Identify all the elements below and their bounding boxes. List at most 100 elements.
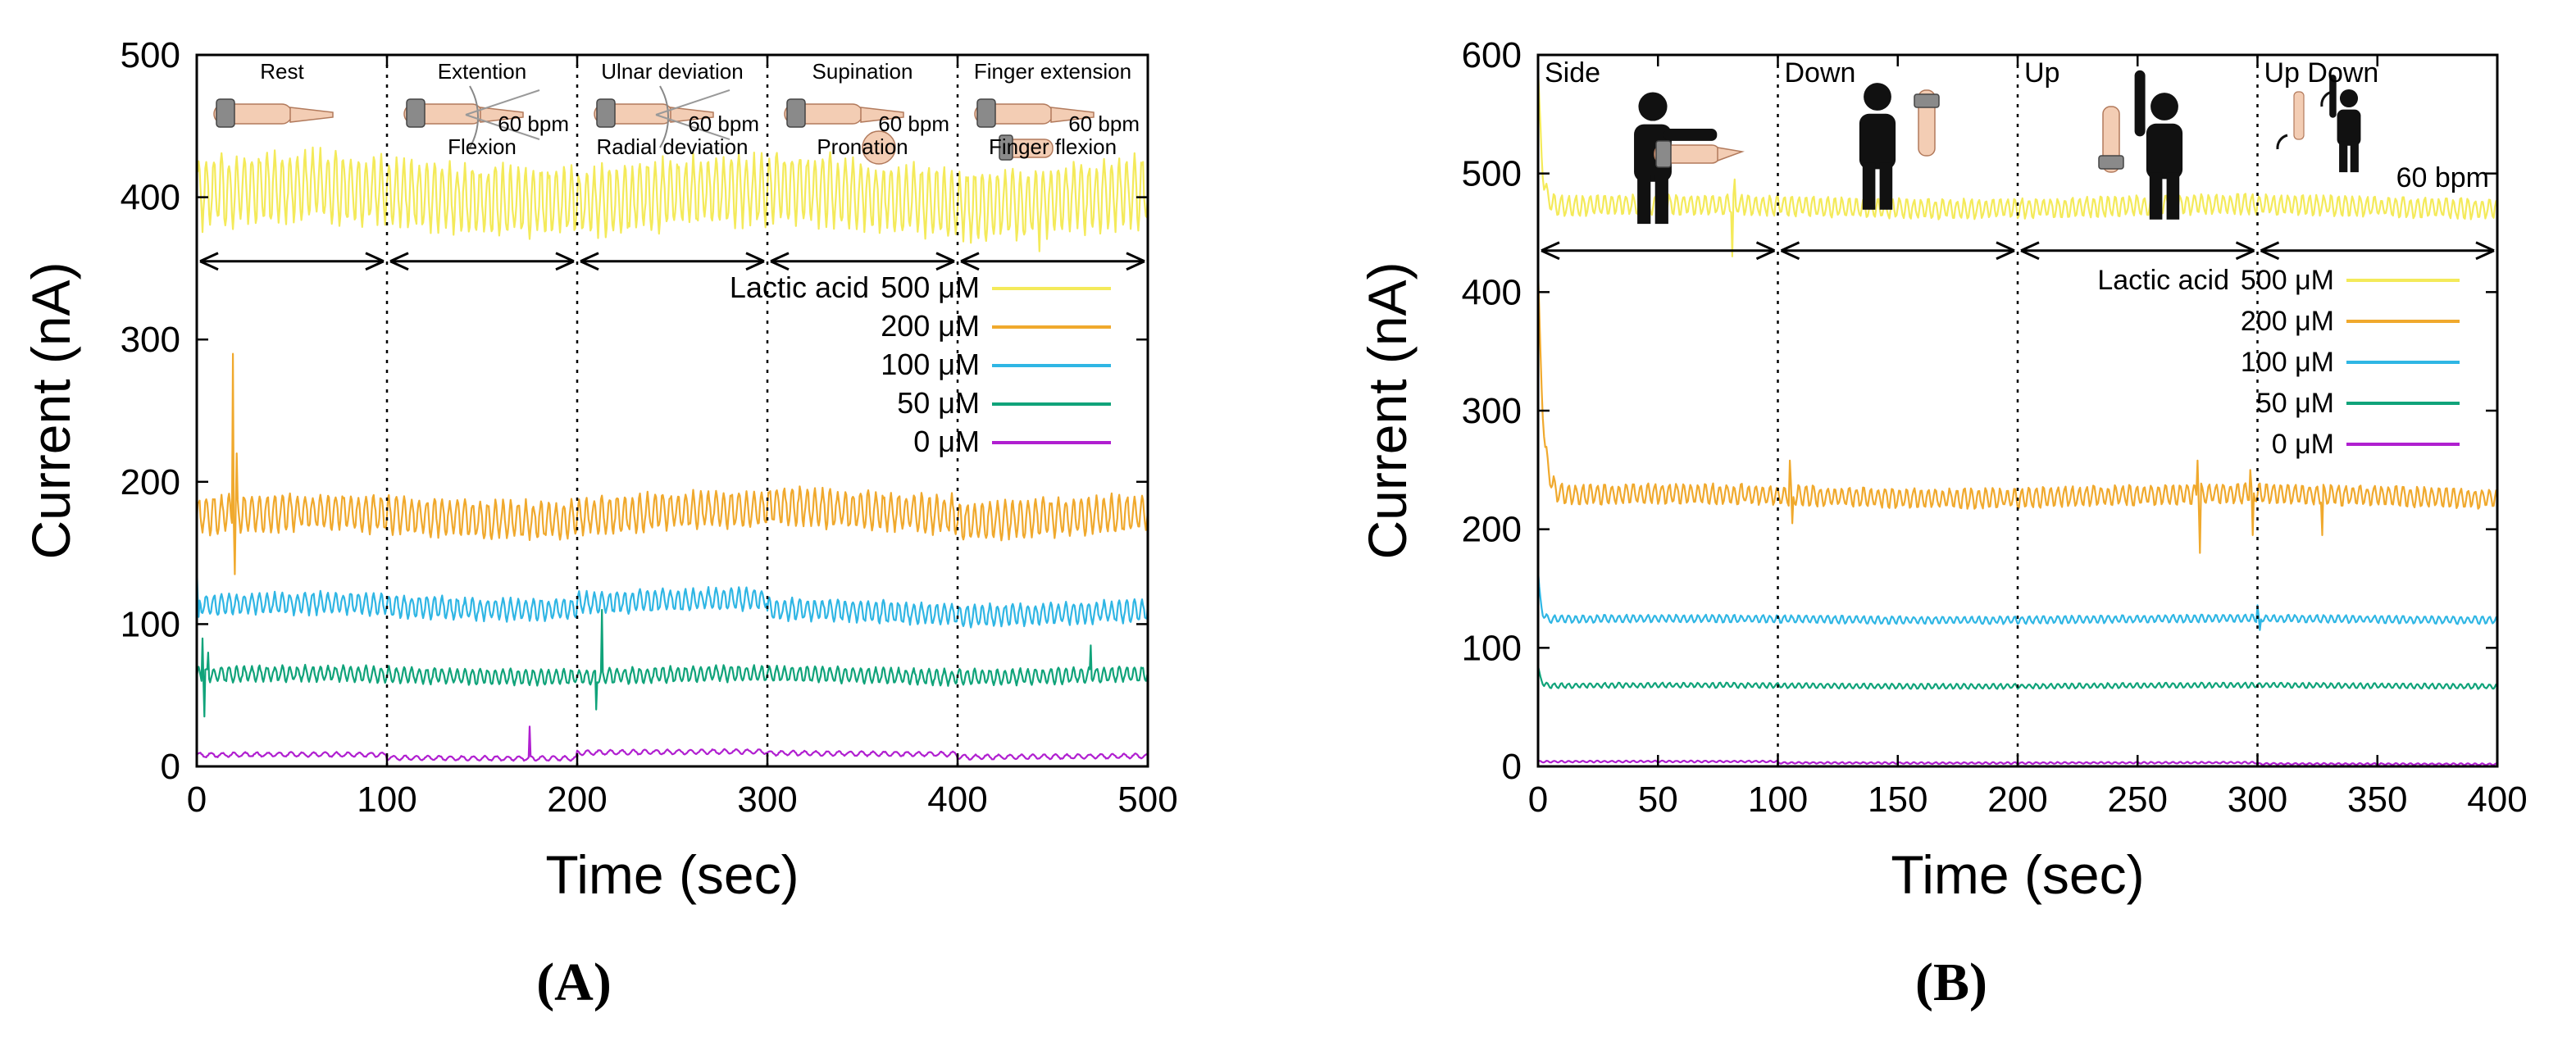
panel-b-x-axis-label: Time (sec) — [1891, 844, 2144, 905]
hand-motion-illustration — [2098, 106, 2124, 173]
phase-bpm-label: 60 bpm — [2396, 162, 2489, 193]
x-tick-label: 150 — [1868, 780, 1927, 820]
y-tick-label: 0 — [161, 747, 180, 787]
y-tick-label: 200 — [1462, 510, 1522, 550]
legend-entry-label: 100 μM — [2241, 347, 2334, 378]
hand-motion-illustration — [403, 85, 540, 148]
panel-a-ticks-layer: 0 100 200 300 400 500 0 100 200 300 400 500 — [121, 35, 1178, 820]
panel-a-arrows-layer — [199, 252, 1145, 271]
y-tick-label: 300 — [121, 320, 180, 360]
hand-motion-illustration — [213, 98, 334, 128]
hand-motion-illustration — [1914, 89, 1940, 157]
x-tick-label: 300 — [737, 780, 797, 820]
x-tick-label: 500 — [1117, 780, 1177, 820]
hand-motion-illustration — [594, 85, 730, 148]
y-tick-label: 0 — [1502, 747, 1522, 787]
y-tick-label: 200 — [121, 462, 180, 502]
phase-label: Rest — [260, 59, 304, 84]
y-tick-label: 600 — [1462, 35, 1522, 75]
panel-b-arrows-layer — [1541, 241, 2495, 261]
x-tick-label: 400 — [2467, 780, 2527, 820]
panel-a-label: (A) — [536, 952, 612, 1012]
legend-entry-label: 500 μM — [881, 270, 980, 304]
phase-span-arrow — [2260, 241, 2495, 261]
x-tick-label: 350 — [2347, 780, 2407, 820]
phase-span-arrow — [960, 252, 1145, 271]
x-tick-label: 200 — [1987, 780, 2047, 820]
panel-a-legend: Lactic acid 500 μM 200 μM 100 μM 50 μM 0 μM — [730, 270, 1111, 458]
phase-label: Side — [1545, 57, 1600, 89]
legend-title: Lactic acid — [730, 270, 869, 304]
phase-bpm-label: 60 bpm — [688, 111, 759, 136]
phase-label: Flexion — [448, 134, 517, 159]
panel-b-legend: Lactic acid 500 μM 200 μM 100 μM 50 μM 0 μM — [2097, 265, 2460, 460]
phase-span-arrow — [580, 252, 765, 271]
series-line-200uM — [195, 352, 1149, 575]
panel-b-chart: Side Down Up Up Down 60 bpm 0 50 100 150 200 250 3… — [1357, 35, 2528, 1012]
y-tick-label: 400 — [121, 178, 180, 218]
y-tick-label: 400 — [1462, 272, 1522, 312]
phase-label: Up Down — [2264, 57, 2379, 89]
x-tick-label: 100 — [1748, 780, 1808, 820]
phase-span-arrow — [1541, 241, 1776, 261]
hand-motion-illustration — [974, 98, 1095, 161]
series-line-50uM — [195, 608, 1149, 718]
x-tick-label: 400 — [927, 780, 987, 820]
panel-a-dividers-layer — [385, 55, 959, 766]
phase-label: Ulnar deviation — [601, 59, 743, 84]
phase-bpm-label: 60 bpm — [878, 111, 949, 136]
x-tick-label: 0 — [187, 780, 207, 820]
legend-entry-label: 0 μM — [2272, 429, 2334, 460]
x-tick-label: 250 — [2108, 780, 2168, 820]
x-tick-label: 50 — [1638, 780, 1678, 820]
series-line-500uM — [1536, 69, 2498, 257]
series-line-100uM — [195, 566, 1149, 629]
panel-b-y-axis-label: Current (nA) — [1357, 261, 1418, 559]
y-tick-label: 100 — [121, 604, 180, 644]
person-icon — [2134, 70, 2183, 220]
legend-entry-label: 200 μM — [2241, 306, 2334, 337]
phase-span-arrow — [1780, 241, 2015, 261]
panel-a-plot-frame — [195, 53, 1149, 768]
x-tick-label: 300 — [2228, 780, 2287, 820]
panel-a-y-axis-label: Current (nA) — [20, 261, 81, 559]
legend-entry-label: 200 μM — [881, 309, 980, 343]
phase-label: Down — [1785, 57, 1856, 89]
phase-span-arrow — [199, 252, 385, 271]
person-icon — [1859, 83, 1896, 210]
series-line-500uM — [195, 146, 1149, 252]
phase-label: Finger extension — [974, 59, 1131, 84]
x-tick-label: 100 — [357, 780, 416, 820]
panel-a-x-axis-label: Time (sec) — [545, 844, 799, 905]
y-tick-label: 500 — [1462, 154, 1522, 194]
series-line-0uM — [196, 725, 1149, 762]
phase-bpm-label: 60 bpm — [498, 111, 569, 136]
phase-label: Up — [2024, 57, 2059, 89]
hand-motion-illustration — [784, 98, 904, 165]
panel-b-dividers-layer — [1777, 55, 2259, 766]
person-icon — [2329, 75, 2361, 173]
panel-b-label: (B) — [1915, 952, 1987, 1012]
phase-label: Pronation — [817, 134, 908, 159]
phase-span-arrow — [2020, 241, 2255, 261]
phase-label: Finger flexion — [989, 134, 1117, 159]
panel-a-illustrations-layer — [213, 85, 1095, 165]
panel-a-series-layer — [195, 146, 1149, 762]
legend-entry-label: 500 μM — [2241, 265, 2334, 296]
y-tick-label: 100 — [1462, 628, 1522, 668]
legend-entry-label: 0 μM — [913, 425, 980, 458]
y-tick-label: 300 — [1462, 391, 1522, 431]
legend-entry-label: 50 μM — [897, 386, 980, 420]
series-line-100uM — [1536, 571, 2498, 631]
legend-entry-label: 50 μM — [2256, 388, 2334, 419]
phase-label: Supination — [812, 59, 913, 84]
panel-b-ticks-layer: 0 50 100 150 200 250 300 350 400 0 100 200 300 400 500… — [1462, 35, 2528, 820]
x-tick-label: 200 — [547, 780, 607, 820]
y-tick-label: 500 — [121, 35, 180, 75]
x-tick-label: 0 — [1528, 780, 1548, 820]
panel-b-illustrations-layer — [1634, 70, 2361, 225]
legend-title: Lactic acid — [2097, 265, 2229, 296]
